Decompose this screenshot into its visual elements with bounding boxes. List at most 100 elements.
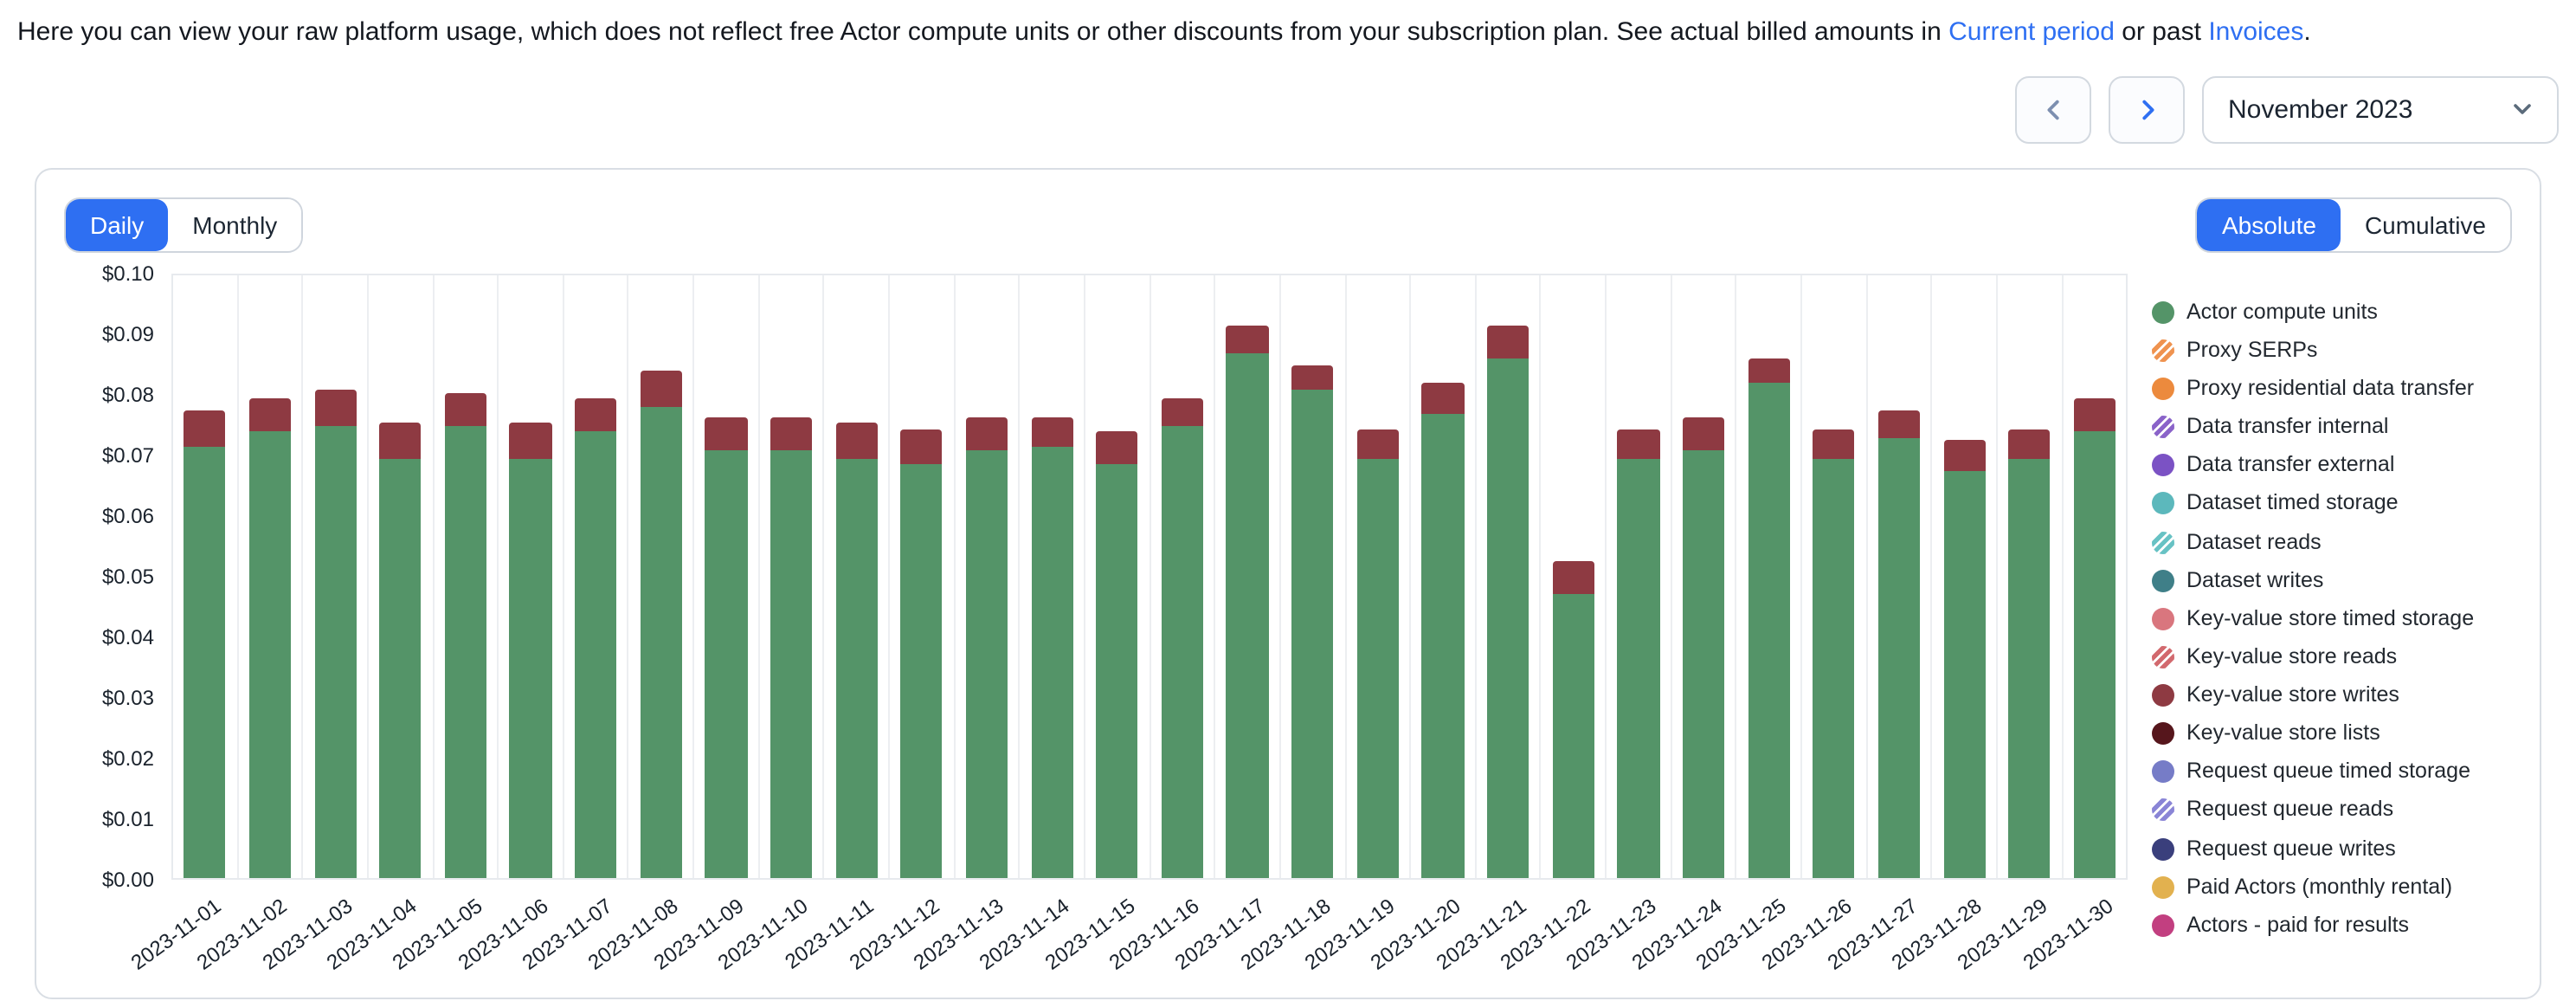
bar-segment[interactable]	[705, 449, 748, 878]
bar-segment[interactable]	[1943, 440, 1986, 471]
legend-item[interactable]: Request queue reads	[2152, 798, 2512, 822]
chart-column[interactable]	[825, 274, 891, 878]
stacked-bar[interactable]	[314, 275, 357, 878]
chart-column[interactable]	[434, 274, 499, 878]
chart-column[interactable]	[1933, 274, 1998, 878]
stacked-bar[interactable]	[509, 275, 552, 878]
bar-segment[interactable]	[248, 398, 292, 432]
bar-segment[interactable]	[835, 423, 878, 459]
chart-column[interactable]	[629, 274, 695, 878]
bar-segment[interactable]	[1943, 470, 1986, 878]
chart-column[interactable]	[1477, 274, 1542, 878]
legend-item[interactable]: Dataset writes	[2152, 568, 2512, 592]
bar-segment[interactable]	[444, 425, 486, 878]
bar-segment[interactable]	[1421, 383, 1465, 414]
bar-segment[interactable]	[575, 398, 617, 432]
bar-segment[interactable]	[2008, 458, 2051, 878]
bar-segment[interactable]	[379, 423, 422, 459]
bar-segment[interactable]	[1748, 383, 1790, 878]
bar-segment[interactable]	[1487, 326, 1530, 359]
bar-segment[interactable]	[770, 417, 813, 450]
bar-segment[interactable]	[900, 464, 943, 878]
legend-item[interactable]: Key-value store reads	[2152, 644, 2512, 668]
chart-column[interactable]	[1867, 274, 1933, 878]
bar-segment[interactable]	[314, 389, 357, 426]
legend-item[interactable]: Proxy residential data transfer	[2152, 377, 2512, 401]
bar-segment[interactable]	[1877, 437, 1921, 878]
stacked-bar[interactable]	[965, 275, 1008, 878]
bar-segment[interactable]	[640, 407, 682, 878]
stacked-bar[interactable]	[2073, 275, 2116, 878]
bar-segment[interactable]	[1813, 458, 1855, 878]
stacked-bar[interactable]	[1748, 275, 1790, 878]
chart-column[interactable]	[1998, 274, 2064, 878]
bar-segment[interactable]	[2073, 398, 2116, 432]
stacked-bar[interactable]	[1487, 275, 1530, 878]
legend-item[interactable]: Request queue timed storage	[2152, 759, 2512, 784]
chart-column[interactable]	[499, 274, 564, 878]
bar-segment[interactable]	[2008, 429, 2051, 459]
legend-item[interactable]: Proxy SERPs	[2152, 338, 2512, 362]
stacked-bar[interactable]	[1356, 275, 1399, 878]
bar-segment[interactable]	[1748, 358, 1790, 384]
legend-item[interactable]: Dataset reads	[2152, 530, 2512, 554]
bar-segment[interactable]	[509, 423, 552, 459]
legend-item[interactable]: Actors - paid for results	[2152, 913, 2512, 937]
chart-column[interactable]	[564, 274, 629, 878]
legend-item[interactable]: Key-value store timed storage	[2152, 606, 2512, 630]
stacked-bar[interactable]	[640, 275, 682, 878]
bar-segment[interactable]	[1421, 413, 1465, 878]
chart-column[interactable]	[1542, 274, 1607, 878]
bar-segment[interactable]	[184, 410, 226, 447]
bar-segment[interactable]	[965, 417, 1008, 450]
absolute-tab[interactable]: Absolute	[2197, 198, 2341, 251]
stacked-bar[interactable]	[705, 275, 748, 878]
chart-column[interactable]	[1607, 274, 1672, 878]
bar-segment[interactable]	[1291, 389, 1334, 878]
stacked-bar[interactable]	[1291, 275, 1334, 878]
bar-segment[interactable]	[1487, 358, 1530, 878]
chart-column[interactable]	[1216, 274, 1281, 878]
stacked-bar[interactable]	[1161, 275, 1204, 878]
monthly-tab[interactable]: Monthly	[168, 198, 302, 251]
bar-segment[interactable]	[184, 446, 226, 878]
current-period-link[interactable]: Current period	[1948, 17, 2115, 47]
bar-segment[interactable]	[1813, 429, 1855, 459]
bar-segment[interactable]	[1226, 326, 1269, 353]
stacked-bar[interactable]	[1617, 275, 1659, 878]
chart-column[interactable]	[890, 274, 956, 878]
stacked-bar[interactable]	[1096, 275, 1138, 878]
stacked-bar[interactable]	[2008, 275, 2051, 878]
chart-column[interactable]	[1085, 274, 1151, 878]
chart-column[interactable]	[1411, 274, 1477, 878]
bar-segment[interactable]	[1031, 417, 1073, 447]
bar-segment[interactable]	[900, 429, 943, 465]
legend-item[interactable]: Data transfer external	[2152, 453, 2512, 477]
stacked-bar[interactable]	[1421, 275, 1465, 878]
bar-segment[interactable]	[575, 431, 617, 878]
legend-item[interactable]: Dataset timed storage	[2152, 491, 2512, 515]
stacked-bar[interactable]	[575, 275, 617, 878]
stacked-bar[interactable]	[1813, 275, 1855, 878]
stacked-bar[interactable]	[1031, 275, 1073, 878]
stacked-bar[interactable]	[379, 275, 422, 878]
legend-item[interactable]: Key-value store writes	[2152, 683, 2512, 707]
daily-tab[interactable]: Daily	[66, 198, 169, 251]
bar-segment[interactable]	[1031, 446, 1073, 878]
bar-segment[interactable]	[835, 458, 878, 878]
legend-item[interactable]: Key-value store lists	[2152, 721, 2512, 746]
stacked-bar[interactable]	[444, 275, 486, 878]
bar-segment[interactable]	[705, 417, 748, 450]
bar-segment[interactable]	[965, 449, 1008, 878]
bar-segment[interactable]	[770, 449, 813, 878]
stacked-bar[interactable]	[1943, 275, 1986, 878]
chart-column[interactable]	[1150, 274, 1216, 878]
chart-column[interactable]	[238, 274, 304, 878]
stacked-bar[interactable]	[1877, 275, 1921, 878]
bar-segment[interactable]	[1552, 561, 1594, 595]
stacked-bar[interactable]	[1552, 275, 1594, 878]
chart-column[interactable]	[173, 274, 239, 878]
bar-segment[interactable]	[248, 431, 292, 878]
next-month-button[interactable]	[2109, 75, 2185, 144]
bar-segment[interactable]	[1552, 594, 1594, 878]
